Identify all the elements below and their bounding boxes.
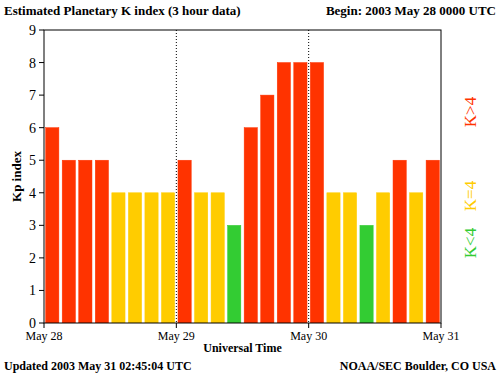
footer-updated: Updated 2003 May 31 02:45:04 UTC (4, 359, 192, 373)
y-tick (39, 323, 44, 324)
bars (46, 63, 440, 323)
x-axis-label: Universal Time (203, 341, 282, 355)
y-tick (39, 95, 44, 96)
y-axis-label: Kp index (9, 151, 24, 202)
bar (343, 193, 356, 323)
y-tick (39, 225, 44, 226)
bar (261, 95, 274, 323)
bar (376, 193, 389, 323)
x-tick (441, 323, 442, 328)
bar (426, 160, 439, 323)
bar (145, 193, 158, 323)
y-tick (39, 62, 44, 63)
grid-line (176, 30, 177, 323)
bar (62, 160, 75, 323)
bar (393, 160, 406, 323)
x-tick (44, 323, 45, 328)
bar (228, 225, 241, 323)
bar (360, 225, 373, 323)
x-tick (176, 323, 177, 328)
y-tick-label: 8 (29, 56, 36, 71)
x-tick-label: May 31 (423, 329, 460, 343)
bar (112, 193, 125, 323)
bar (211, 193, 224, 323)
bar (95, 160, 108, 323)
title: Estimated Planetary K index (3 hour data… (4, 3, 241, 18)
y-tick-label: 6 (29, 121, 36, 136)
y-tick (39, 290, 44, 291)
y-tick-label: 9 (29, 23, 36, 38)
y-tick (39, 192, 44, 193)
footer-source: NOAA/SEC Boulder, CO USA (340, 359, 497, 373)
subtitle: Begin: 2003 May 28 0000 UTC (326, 3, 496, 18)
y-tick-label: 7 (29, 88, 36, 103)
bar (161, 193, 174, 323)
y-tick-label: 1 (29, 283, 36, 298)
y-tick (39, 257, 44, 258)
bar (79, 160, 92, 323)
bar (310, 63, 323, 323)
chart: Estimated Planetary K index (3 hour data… (0, 0, 500, 375)
y-tick-label: 2 (29, 251, 36, 266)
bar (178, 160, 191, 323)
y-tick (39, 160, 44, 161)
bar (327, 193, 340, 323)
bar (46, 128, 59, 323)
bar (195, 193, 208, 323)
bar (277, 63, 290, 323)
plot-frame (44, 30, 441, 323)
grid-line (308, 30, 309, 323)
bar (128, 193, 141, 323)
y-tick-label: 4 (29, 186, 36, 201)
x-tick-label: May 28 (26, 329, 63, 343)
y-tick (39, 30, 44, 31)
y-tick-label: 3 (29, 218, 36, 233)
x-tick-label: May 29 (158, 329, 195, 343)
bar (410, 193, 423, 323)
legend-entry: K<4 (461, 227, 480, 258)
y-tick-label: 5 (29, 153, 36, 168)
legend-entry: K>4 (461, 96, 480, 127)
bar (294, 63, 307, 323)
y-tick (39, 127, 44, 128)
legend-entry: K=4 (461, 180, 480, 211)
x-tick (308, 323, 309, 328)
bar (244, 128, 257, 323)
x-tick-label: May 30 (290, 329, 327, 343)
